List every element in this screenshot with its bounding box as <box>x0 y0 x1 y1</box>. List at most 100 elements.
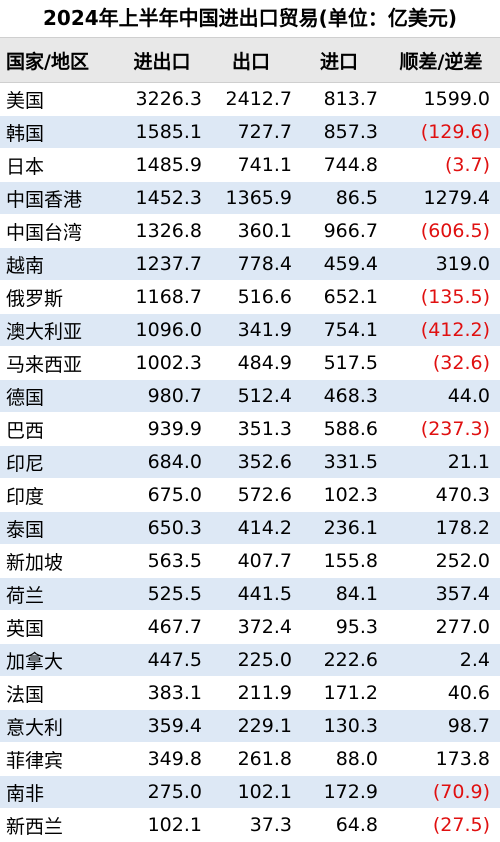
cell-country: 澳大利亚 <box>0 313 118 347</box>
cell-country: 中国香港 <box>0 181 118 215</box>
cell-total: 1485.9 <box>118 148 206 182</box>
table-title: 2024年上半年中国进出口贸易(单位：亿美元) <box>43 6 457 30</box>
cell-total: 1585.1 <box>118 115 206 149</box>
header-country: 国家/地区 <box>0 37 118 83</box>
table-row: 美国 3226.3 2412.7 813.7 1599.0 <box>0 82 500 116</box>
cell-total: 349.8 <box>118 742 206 776</box>
table-row: 意大利 359.4 229.1 130.3 98.7 <box>0 709 500 743</box>
cell-export: 211.9 <box>206 676 296 710</box>
cell-import: 84.1 <box>296 577 382 611</box>
cell-total: 939.9 <box>118 412 206 446</box>
cell-export: 102.1 <box>206 775 296 809</box>
cell-balance: 1599.0 <box>382 82 500 116</box>
header-row: 国家/地区 进出口 出口 进口 顺差/逆差 <box>0 37 500 83</box>
table-header: 国家/地区 进出口 出口 进口 顺差/逆差 <box>0 37 500 83</box>
cell-import: 86.5 <box>296 181 382 215</box>
cell-balance: 252.0 <box>382 544 500 578</box>
cell-balance: (3.7) <box>382 148 500 182</box>
cell-total: 1452.3 <box>118 181 206 215</box>
cell-country: 荷兰 <box>0 577 118 611</box>
cell-export: 360.1 <box>206 214 296 248</box>
cell-country: 俄罗斯 <box>0 280 118 314</box>
cell-import: 468.3 <box>296 379 382 413</box>
table-row: 加拿大 447.5 225.0 222.6 2.4 <box>0 643 500 677</box>
cell-total: 684.0 <box>118 445 206 479</box>
cell-export: 441.5 <box>206 577 296 611</box>
cell-balance: (70.9) <box>382 775 500 809</box>
cell-total: 359.4 <box>118 709 206 743</box>
cell-import: 64.8 <box>296 808 382 842</box>
cell-import: 331.5 <box>296 445 382 479</box>
cell-country: 加拿大 <box>0 643 118 677</box>
cell-export: 352.6 <box>206 445 296 479</box>
cell-country: 印度 <box>0 478 118 512</box>
cell-country: 英国 <box>0 610 118 644</box>
cell-export: 229.1 <box>206 709 296 743</box>
cell-country: 马来西亚 <box>0 346 118 380</box>
cell-total: 1326.8 <box>118 214 206 248</box>
cell-export: 1365.9 <box>206 181 296 215</box>
cell-total: 1237.7 <box>118 247 206 281</box>
cell-country: 新加坡 <box>0 544 118 578</box>
cell-export: 741.1 <box>206 148 296 182</box>
cell-import: 857.3 <box>296 115 382 149</box>
cell-balance: 173.8 <box>382 742 500 776</box>
cell-balance: 2.4 <box>382 643 500 677</box>
cell-total: 675.0 <box>118 478 206 512</box>
cell-total: 102.1 <box>118 808 206 842</box>
cell-export: 778.4 <box>206 247 296 281</box>
cell-balance: 357.4 <box>382 577 500 611</box>
cell-country: 法国 <box>0 676 118 710</box>
table-row: 新西兰 102.1 37.3 64.8 (27.5) <box>0 808 500 842</box>
cell-import: 966.7 <box>296 214 382 248</box>
table-row: 印尼 684.0 352.6 331.5 21.1 <box>0 445 500 479</box>
cell-import: 652.1 <box>296 280 382 314</box>
cell-total: 1002.3 <box>118 346 206 380</box>
cell-total: 1096.0 <box>118 313 206 347</box>
cell-country: 中国台湾 <box>0 214 118 248</box>
table-row: 德国 980.7 512.4 468.3 44.0 <box>0 379 500 413</box>
header-total: 进出口 <box>118 37 206 83</box>
table-row: 南非 275.0 102.1 172.9 (70.9) <box>0 775 500 809</box>
cell-import: 517.5 <box>296 346 382 380</box>
cell-import: 88.0 <box>296 742 382 776</box>
cell-balance: 470.3 <box>382 478 500 512</box>
cell-import: 171.2 <box>296 676 382 710</box>
cell-balance: (129.6) <box>382 115 500 149</box>
table-row: 巴西 939.9 351.3 588.6 (237.3) <box>0 412 500 446</box>
cell-country: 新西兰 <box>0 808 118 842</box>
header-export: 出口 <box>206 37 296 83</box>
cell-export: 2412.7 <box>206 82 296 116</box>
cell-import: 172.9 <box>296 775 382 809</box>
cell-country: 越南 <box>0 247 118 281</box>
cell-total: 447.5 <box>118 643 206 677</box>
cell-balance: (32.6) <box>382 346 500 380</box>
cell-balance: (412.2) <box>382 313 500 347</box>
cell-export: 37.3 <box>206 808 296 842</box>
table-row: 中国香港 1452.3 1365.9 86.5 1279.4 <box>0 181 500 215</box>
cell-export: 414.2 <box>206 511 296 545</box>
cell-import: 222.6 <box>296 643 382 677</box>
cell-total: 383.1 <box>118 676 206 710</box>
cell-total: 467.7 <box>118 610 206 644</box>
cell-country: 德国 <box>0 379 118 413</box>
table-row: 中国台湾 1326.8 360.1 966.7 (606.5) <box>0 214 500 248</box>
cell-total: 650.3 <box>118 511 206 545</box>
cell-balance: (135.5) <box>382 280 500 314</box>
cell-import: 813.7 <box>296 82 382 116</box>
cell-country: 菲律宾 <box>0 742 118 776</box>
cell-country: 韩国 <box>0 115 118 149</box>
cell-balance: (606.5) <box>382 214 500 248</box>
cell-country: 印尼 <box>0 445 118 479</box>
cell-balance: 21.1 <box>382 445 500 479</box>
table-row: 印度 675.0 572.6 102.3 470.3 <box>0 478 500 512</box>
cell-import: 236.1 <box>296 511 382 545</box>
cell-import: 155.8 <box>296 544 382 578</box>
cell-export: 727.7 <box>206 115 296 149</box>
cell-import: 588.6 <box>296 412 382 446</box>
cell-export: 261.8 <box>206 742 296 776</box>
cell-export: 516.6 <box>206 280 296 314</box>
cell-export: 484.9 <box>206 346 296 380</box>
cell-balance: (237.3) <box>382 412 500 446</box>
